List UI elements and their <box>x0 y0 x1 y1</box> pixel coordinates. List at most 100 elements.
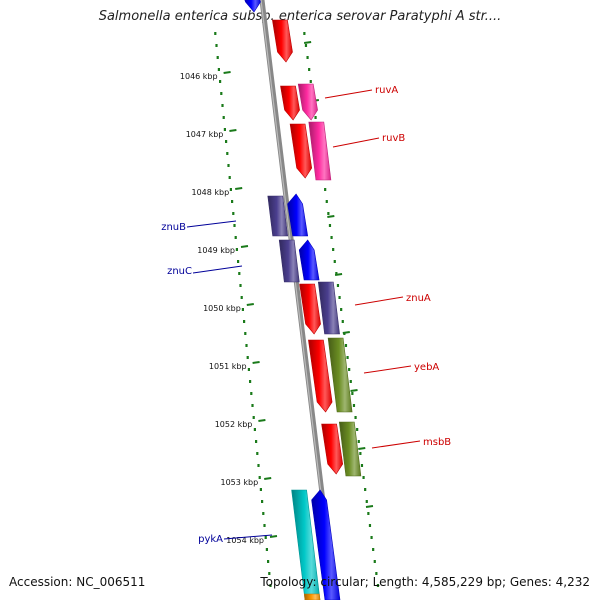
gene-feature[interactable] <box>338 421 362 477</box>
gene-feature[interactable] <box>308 339 333 413</box>
gene-feature[interactable] <box>289 123 313 179</box>
gc-dot <box>263 524 266 527</box>
tick-label: 1053 kbp <box>220 478 258 487</box>
tick-mark <box>252 361 260 364</box>
gene-feature[interactable] <box>291 489 321 600</box>
gc-dot <box>250 392 253 395</box>
gc-dot <box>240 296 243 299</box>
gc-dot <box>352 404 356 407</box>
gene-feature[interactable] <box>267 195 289 237</box>
gc-dot <box>327 212 330 215</box>
tick-label: 1046 kbp <box>180 72 218 81</box>
tick-mark <box>258 419 266 422</box>
gc-dot <box>325 200 328 203</box>
gc-dot <box>225 140 228 143</box>
gc-dot <box>375 572 378 575</box>
gc-dot <box>227 164 230 167</box>
gc-dot <box>245 344 248 347</box>
tick-mark <box>223 71 231 74</box>
gc-dot <box>338 296 341 299</box>
gene-label-ruvA[interactable]: ruvA <box>375 85 398 96</box>
gc-content-track <box>214 32 380 587</box>
gc-dot <box>309 80 312 83</box>
gc-dot <box>367 512 370 515</box>
gc-dot <box>267 560 270 563</box>
gene-labels: ruvA ruvB znuB znuC znuA yebA msbB pykA <box>161 85 451 545</box>
gc-dot <box>372 548 375 551</box>
tick-label: 1047 kbp <box>186 130 224 139</box>
gene-label-znuC[interactable]: znuC <box>167 266 192 277</box>
gene-leader-line <box>223 534 273 540</box>
gene-feature[interactable] <box>321 423 344 475</box>
gc-dot <box>232 212 235 215</box>
gc-dot <box>314 116 317 119</box>
gc-dot <box>359 452 362 455</box>
gc-dot <box>226 152 229 155</box>
gene-feature[interactable] <box>280 85 300 121</box>
gc-dot <box>330 236 333 239</box>
gene-feature[interactable] <box>244 0 261 13</box>
gc-dot <box>222 116 225 119</box>
gene-label-znuA[interactable]: znuA <box>406 293 431 304</box>
gc-dot <box>234 236 237 239</box>
gc-dot <box>332 248 335 251</box>
gene-feature[interactable] <box>287 193 309 237</box>
gc-dot <box>252 416 255 419</box>
gene-feature[interactable] <box>299 283 321 335</box>
gc-dot <box>306 56 309 59</box>
gene-feature[interactable] <box>272 19 293 63</box>
tick-mark <box>246 303 254 306</box>
gc-dot <box>364 488 367 491</box>
gc-dot <box>253 428 256 431</box>
gc-dot <box>239 284 242 287</box>
gc-dot <box>268 572 271 575</box>
gc-dot <box>220 92 223 95</box>
gc-dot <box>221 104 224 107</box>
gc-dot <box>231 200 234 203</box>
gene-label-znuB[interactable]: znuB <box>161 222 186 233</box>
gc-dot <box>376 584 380 587</box>
gene-leader-line <box>186 220 237 228</box>
gc-dot <box>336 284 340 287</box>
gc-dot <box>368 524 372 527</box>
gc-dot <box>261 500 264 503</box>
gene-label-msbB[interactable]: msbB <box>423 437 451 448</box>
tick-label: 1052 kbp <box>215 420 253 429</box>
tick-mark <box>235 187 243 190</box>
gene-feature[interactable] <box>303 593 321 600</box>
gc-dot <box>217 68 220 71</box>
gene-leader-line <box>354 296 404 306</box>
gc-dot <box>354 416 357 419</box>
gc-dot <box>349 380 352 383</box>
gc-dot <box>356 428 359 431</box>
gene-feature[interactable] <box>317 281 340 335</box>
gene-feature[interactable] <box>298 239 320 281</box>
gene-feature[interactable] <box>308 121 332 181</box>
gene-label-yebA[interactable]: yebA <box>414 362 439 373</box>
gc-dot <box>216 56 219 59</box>
genome-summary: Topology: circular; Length: 4,585,229 bp… <box>260 575 590 589</box>
gene-feature[interactable] <box>327 337 353 413</box>
gene-label-ruvB[interactable]: ruvB <box>382 133 405 144</box>
tick-mark <box>240 245 249 248</box>
gc-dot <box>328 224 332 227</box>
gc-dot <box>214 32 217 35</box>
gene-feature[interactable] <box>278 239 300 283</box>
gc-dot <box>304 44 308 47</box>
gene-leader-line <box>192 265 243 274</box>
gc-dot <box>346 356 349 359</box>
map-title: Salmonella enterica subsp. enterica sero… <box>98 9 502 24</box>
tick-label: 1054 kbp <box>226 536 264 545</box>
tick-label: 1049 kbp <box>197 246 235 255</box>
gc-dot <box>344 344 348 347</box>
gene-feature[interactable] <box>297 83 318 121</box>
gc-dot <box>251 404 254 407</box>
gene-label-pykA[interactable]: pykA <box>198 534 223 545</box>
gc-dot <box>247 368 250 371</box>
gene-feature[interactable] <box>311 489 341 600</box>
gc-dot <box>335 272 338 275</box>
gc-dot <box>340 308 343 311</box>
gc-dot <box>256 452 259 455</box>
gc-dot <box>362 476 365 479</box>
